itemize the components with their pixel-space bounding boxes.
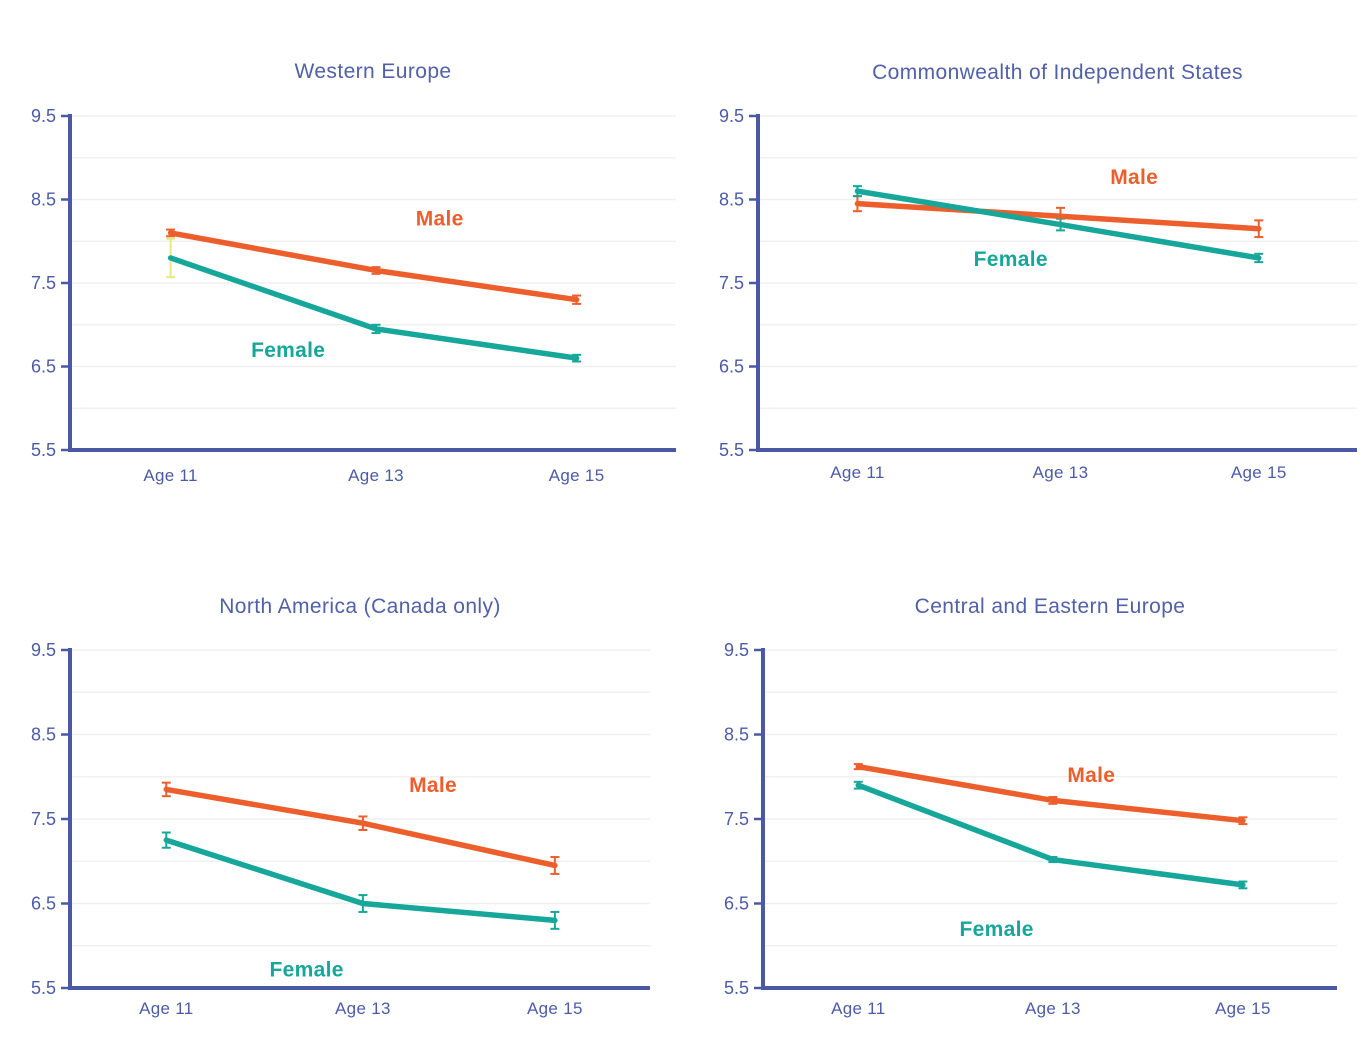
x-tick-label: Age 11	[143, 466, 197, 485]
male-series-label: Male	[1110, 166, 1158, 189]
x-tick-label: Age 15	[549, 466, 605, 485]
chart-western-europe: 9.5 8.5 7.5 6.5 5.5 Age 11 Age 13 Age 15 Male Fem…	[31, 106, 676, 485]
male-series-line	[854, 200, 1262, 232]
female-series-label: Female	[960, 918, 1034, 941]
chart-title-central-and-eastern-europe: Central and Eastern Europe	[914, 595, 1186, 618]
y-tick-label: 9.5	[31, 640, 56, 660]
y-tick-label: 7.5	[724, 809, 749, 829]
male-series-line	[167, 230, 580, 303]
chart-title-north-america-canada-only: North America (Canada only)	[219, 595, 501, 618]
male-series-label: Male	[409, 774, 457, 797]
y-tick-label: 7.5	[719, 273, 744, 293]
y-tick-label: 6.5	[31, 357, 56, 377]
chart-title-western-europe: Western Europe	[294, 60, 452, 83]
y-tick-label: 9.5	[724, 640, 749, 660]
y-tick-label: 9.5	[31, 106, 56, 126]
x-tick-label: Age 13	[335, 999, 391, 1018]
y-tick-label: 7.5	[31, 273, 56, 293]
chart-title-commonwealth-of-independent-states: Commonwealth of Independent States	[872, 61, 1243, 84]
y-tick-label: 6.5	[31, 894, 56, 914]
chart-central-and-eastern-europe: 9.5 8.5 7.5 6.5 5.5 Age 11 Age 13 Age 15 Male Fem…	[724, 640, 1337, 1018]
y-tick-label: 5.5	[719, 440, 744, 460]
y-tick-label: 8.5	[31, 725, 56, 745]
female-series-label: Female	[251, 339, 325, 362]
female-series-line	[855, 782, 1246, 888]
y-tick-label: 6.5	[719, 357, 744, 377]
x-tick-label: Age 15	[527, 999, 583, 1018]
x-tick-label: Age 11	[830, 463, 884, 482]
y-tick-label: 8.5	[31, 190, 56, 210]
y-tick-label: 5.5	[724, 978, 749, 998]
y-tick-label: 7.5	[31, 809, 56, 829]
male-series-label: Male	[416, 208, 464, 231]
y-tick-label: 9.5	[719, 106, 744, 126]
x-tick-label: Age 13	[1033, 463, 1089, 482]
y-tick-label: 5.5	[31, 978, 56, 998]
female-series-line	[854, 188, 1262, 261]
chart-north-america-canada-only: 9.5 8.5 7.5 6.5 5.5 Age 11 Age 13 Age 15 Male Fem…	[31, 640, 650, 1018]
y-tick-label: 8.5	[719, 190, 744, 210]
male-series-line	[855, 763, 1246, 824]
female-series-label: Female	[974, 248, 1048, 271]
y-tick-label: 5.5	[31, 440, 56, 460]
x-tick-label: Age 13	[348, 466, 404, 485]
x-tick-label: Age 13	[1025, 999, 1081, 1018]
y-tick-label: 8.5	[724, 725, 749, 745]
x-tick-label: Age 15	[1215, 999, 1271, 1018]
x-tick-label: Age 11	[831, 999, 885, 1018]
female-series-line	[167, 255, 580, 361]
female-series-line	[163, 837, 558, 924]
y-tick-label: 6.5	[724, 894, 749, 914]
x-tick-label: Age 11	[139, 999, 193, 1018]
chart-commonwealth-of-independent-states: 9.5 8.5 7.5 6.5 5.5 Age 11 Age 13 Age 15 Male Fem…	[719, 106, 1357, 482]
x-tick-label: Age 15	[1231, 463, 1287, 482]
male-series-line	[163, 786, 558, 869]
male-series-label: Male	[1067, 764, 1115, 787]
female-series-label: Female	[270, 958, 344, 981]
